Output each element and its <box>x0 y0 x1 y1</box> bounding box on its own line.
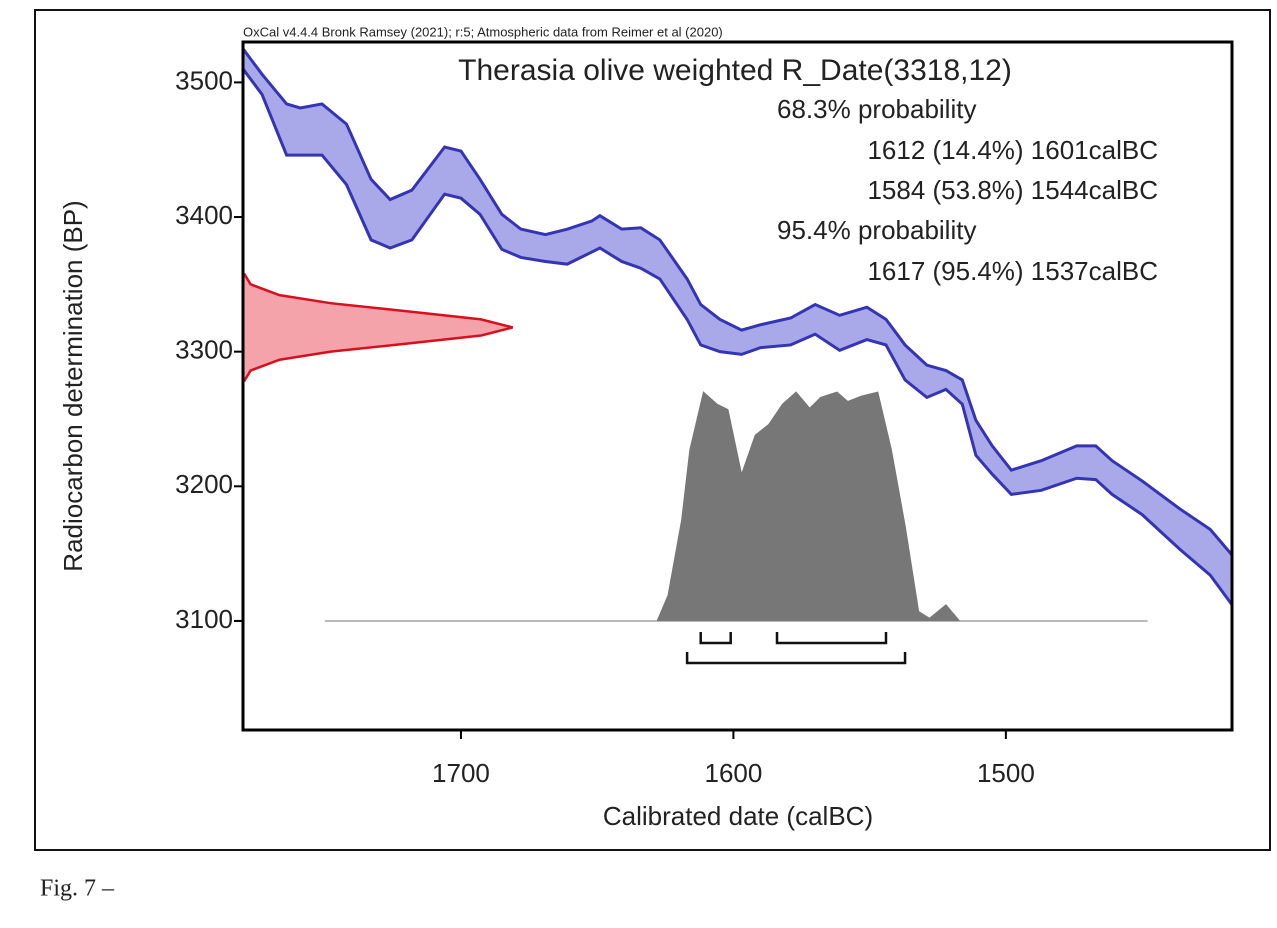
range-bracket <box>699 631 732 645</box>
probability-range: 1612 (14.4%) 1601calBC <box>867 135 1158 165</box>
range-bracket <box>685 651 907 665</box>
probability-range: 1617 (95.4%) 1537calBC <box>867 256 1158 286</box>
likelihood-line <box>243 272 514 382</box>
range-from: 1617 <box>867 256 925 286</box>
header: OxCal v4.4.4 Bronk Ramsey (2021); r:5; A… <box>243 24 723 39</box>
range-share: (53.8%) <box>933 175 1024 205</box>
y-tick-label: 3400 <box>175 200 233 230</box>
y-tick-label: 3200 <box>175 469 233 499</box>
range-unit: calBC <box>1089 135 1158 165</box>
caption: Fig. 7 – <box>40 876 115 902</box>
range-share: (14.4%) <box>933 135 1024 165</box>
x-tick-label: 1500 <box>977 758 1035 788</box>
x-tick-label: 1600 <box>704 758 762 788</box>
probability-range: 1584 (53.8%) 1544calBC <box>867 175 1158 205</box>
plot-frame <box>241 40 1234 732</box>
y-tick-label: 3300 <box>175 335 233 365</box>
chart-title: Therasia olive weighted R_Date(3318,12) <box>458 54 1012 87</box>
range-unit: calBC <box>1089 256 1158 286</box>
x-tick-label: 1700 <box>432 758 490 788</box>
range-from: 1612 <box>867 135 925 165</box>
y-tick-label: 3100 <box>175 604 233 634</box>
range-bracket <box>775 631 888 645</box>
probability-label: 95.4% probability <box>777 215 976 245</box>
range-share: (95.4%) <box>933 256 1024 286</box>
likelihood-fill <box>243 273 513 382</box>
range-from: 1584 <box>867 175 925 205</box>
curve-lower <box>241 68 1234 606</box>
range-to: 1601 <box>1031 135 1089 165</box>
posterior-distribution <box>324 391 1148 622</box>
range-to: 1537 <box>1031 256 1089 286</box>
probability-label: 68.3% probability <box>777 94 976 124</box>
y-tick-label: 3500 <box>175 65 233 95</box>
range-unit: calBC <box>1089 175 1158 205</box>
plot <box>241 47 1234 665</box>
figure-frame <box>34 9 1271 851</box>
x-axis-label: Calibrated date (calBC) <box>603 801 873 831</box>
curve-upper <box>241 47 1234 556</box>
y-axis-label: Radiocarbon determination (BP) <box>58 200 88 571</box>
range-to: 1544 <box>1031 175 1089 205</box>
